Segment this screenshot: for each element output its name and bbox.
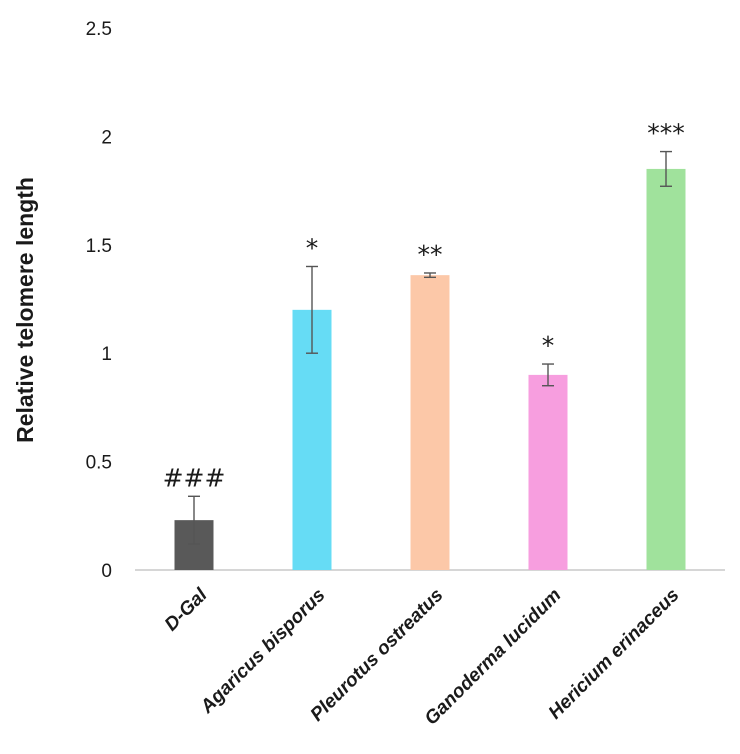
x-tick-label: Pleurotus ostreatus — [307, 585, 448, 726]
y-tick-label: 0 — [101, 561, 112, 582]
x-tick-label: D-Gal — [161, 584, 212, 635]
significance-label: *** — [647, 119, 685, 148]
y-tick-label: 0.5 — [86, 453, 112, 474]
bar — [528, 374, 568, 570]
y-tick-label: 2 — [101, 127, 112, 148]
y-tick-label: 2.5 — [86, 19, 112, 40]
significance-label: ** — [418, 240, 443, 269]
bar — [646, 168, 686, 571]
x-tick-label: Hericium erinaceus — [545, 585, 684, 724]
y-axis-title: Relative telomere length — [12, 177, 38, 443]
x-tick-label: Ganoderma lucidum — [421, 585, 566, 730]
error-bar — [188, 495, 200, 545]
significance-label: * — [306, 233, 319, 262]
x-tick-label: Agaricus bisporus — [196, 585, 330, 719]
error-bar — [660, 150, 672, 187]
error-bar — [542, 363, 554, 387]
significance-label: * — [542, 331, 555, 360]
error-bar — [424, 272, 436, 279]
y-tick-label: 1.5 — [86, 236, 112, 257]
bar — [410, 275, 450, 570]
y-tick-label: 1 — [101, 344, 112, 365]
significance-label: ### — [163, 463, 226, 492]
error-bar — [306, 265, 318, 354]
